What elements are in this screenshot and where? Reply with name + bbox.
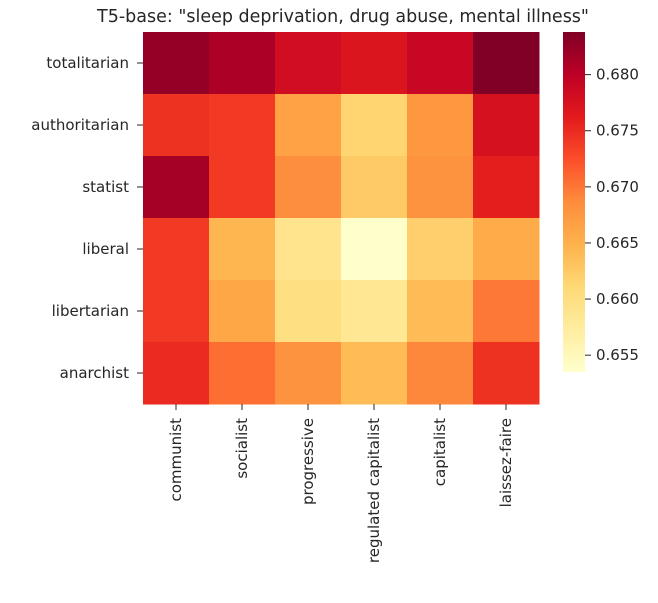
heatmap-cell <box>209 218 276 281</box>
heatmap-cell <box>143 218 210 281</box>
x-tick-label: socialist <box>233 418 251 479</box>
heatmap-cell <box>209 94 276 157</box>
colorbar-tick-label: 0.655 <box>596 346 639 364</box>
heatmap-cell <box>143 156 210 219</box>
heatmap-cell <box>473 218 540 281</box>
y-tick-label: liberal <box>82 240 129 258</box>
colorbar-tick-label: 0.665 <box>596 234 639 252</box>
heatmap-cell <box>473 94 540 157</box>
heatmap-cell <box>143 342 210 405</box>
heatmap-cell <box>209 156 276 219</box>
heatmap-cell <box>341 342 408 405</box>
heatmap-cell <box>275 218 342 281</box>
colorbar-tick-label: 0.660 <box>596 290 639 308</box>
y-tick-labels: totalitarian authoritarian statist liberal l… <box>31 54 143 382</box>
heatmap-cell <box>275 32 342 95</box>
y-tick-label: libertarian <box>52 302 129 320</box>
colorbar-tick-label: 0.675 <box>596 122 639 140</box>
heatmap-cell <box>407 342 474 405</box>
heatmap-cell <box>341 218 408 281</box>
heatmap-cell <box>407 218 474 281</box>
x-tick-label: capitalist <box>431 418 449 486</box>
colorbar-tick-label: 0.670 <box>596 178 639 196</box>
colorbar <box>563 32 585 372</box>
colorbar-ticks: 0.655 0.660 0.665 0.670 0.675 0.680 <box>585 66 639 364</box>
heatmap-cell <box>209 32 276 95</box>
heatmap-cell <box>341 32 408 95</box>
heatmap-cell <box>209 280 276 343</box>
heatmap-cell <box>275 342 342 405</box>
heatmap-cell <box>143 280 210 343</box>
heatmap-cell <box>473 156 540 219</box>
colorbar-tick-label: 0.680 <box>596 66 639 84</box>
y-tick-label: statist <box>82 178 129 196</box>
heatmap-cell <box>473 342 540 405</box>
chart-title: T5-base: "sleep deprivation, drug abuse,… <box>96 7 589 27</box>
heatmap-cell <box>275 94 342 157</box>
heatmap-cell <box>341 156 408 219</box>
x-tick-label: progressive <box>299 418 317 505</box>
heatmap-cell <box>143 32 210 95</box>
x-tick-label: regulated capitalist <box>365 418 383 563</box>
x-tick-label: laissez-faire <box>497 418 515 507</box>
heatmap-cell <box>275 280 342 343</box>
heatmap-cell <box>275 156 342 219</box>
heatmap-cell <box>341 94 408 157</box>
heatmap-cell <box>473 280 540 343</box>
heatmap-cell <box>407 156 474 219</box>
x-tick-labels: communist socialist progressive regulated c… <box>167 404 515 563</box>
x-tick-label: communist <box>167 418 185 502</box>
y-tick-label: totalitarian <box>46 54 129 72</box>
heatmap-cell <box>473 32 540 95</box>
heatmap-cell <box>341 280 408 343</box>
y-tick-label: authoritarian <box>31 116 129 134</box>
heatmap-cells <box>143 32 540 405</box>
heatmap-cell <box>407 280 474 343</box>
y-tick-label: anarchist <box>60 364 129 382</box>
heatmap-cell <box>407 32 474 95</box>
heatmap-cell <box>407 94 474 157</box>
heatmap-cell <box>209 342 276 405</box>
heatmap-cell <box>143 94 210 157</box>
